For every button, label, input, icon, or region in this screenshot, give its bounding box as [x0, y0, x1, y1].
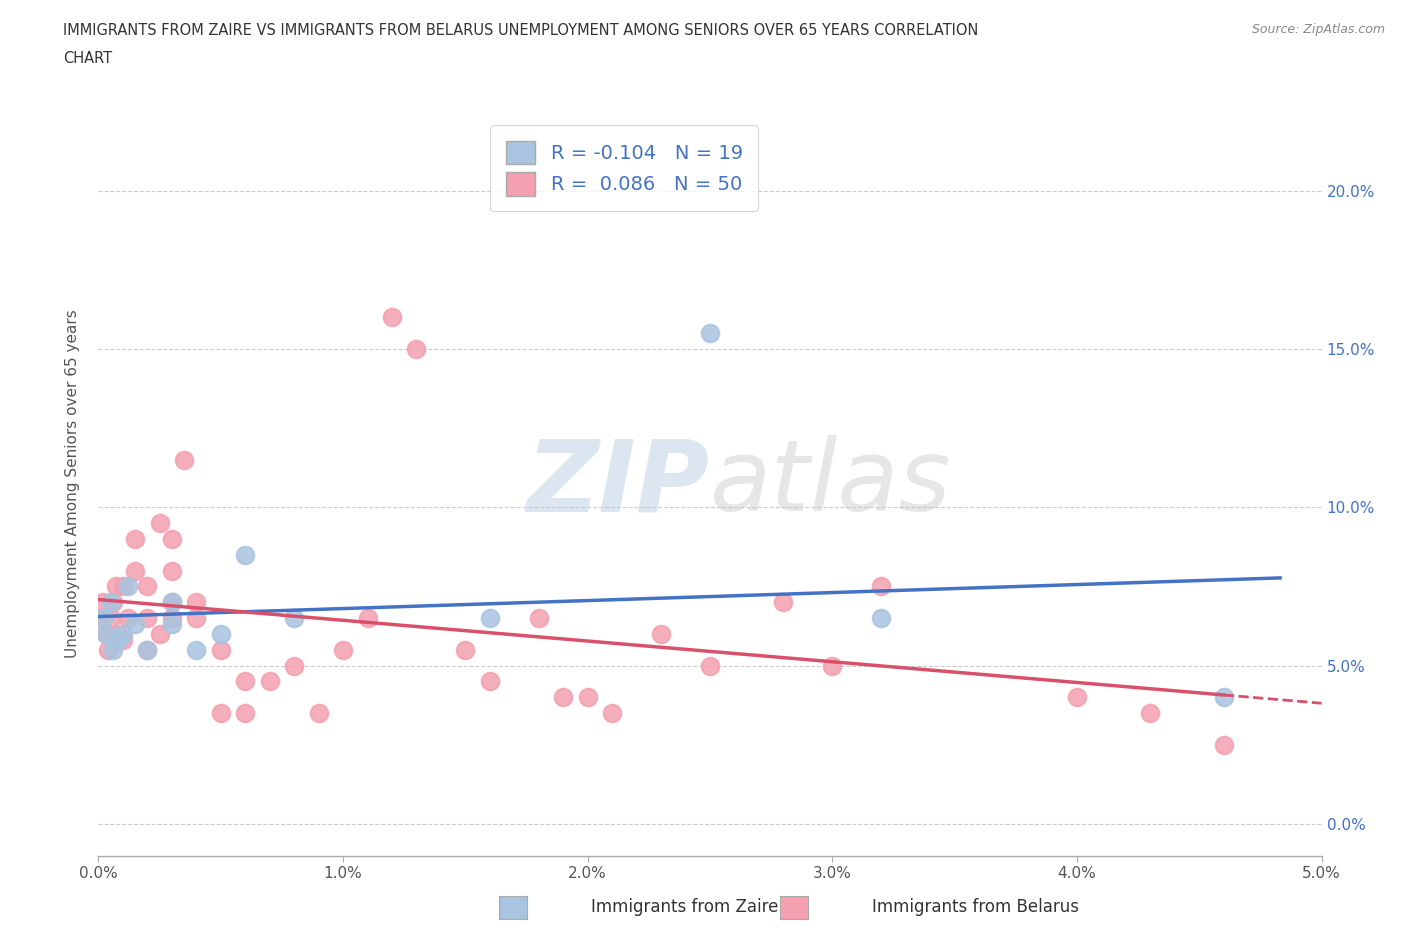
- Point: [97, 643, 120, 658]
- Point: [117, 611, 139, 626]
- Point: [870, 611, 893, 626]
- Point: [136, 611, 159, 626]
- Point: [1066, 690, 1088, 705]
- Point: [160, 595, 183, 610]
- Point: [160, 611, 183, 626]
- Point: [1212, 737, 1234, 752]
- Point: [870, 579, 893, 594]
- Point: [600, 706, 623, 721]
- Point: [454, 643, 477, 658]
- Point: [107, 627, 129, 642]
- Point: [699, 658, 721, 673]
- Point: [173, 452, 195, 467]
- Point: [478, 611, 501, 626]
- Point: [90, 611, 112, 626]
- Point: [283, 611, 305, 626]
- Point: [186, 611, 208, 626]
- Point: [160, 595, 183, 610]
- Point: [160, 617, 183, 631]
- Point: [576, 690, 599, 705]
- Point: [111, 633, 134, 648]
- Text: IMMIGRANTS FROM ZAIRE VS IMMIGRANTS FROM BELARUS UNEMPLOYMENT AMONG SENIORS OVER: IMMIGRANTS FROM ZAIRE VS IMMIGRANTS FROM…: [63, 23, 979, 38]
- Point: [107, 633, 129, 648]
- Point: [117, 579, 139, 594]
- Point: [111, 579, 134, 594]
- Point: [186, 643, 208, 658]
- Point: [283, 658, 305, 673]
- Y-axis label: Unemployment Among Seniors over 65 years: Unemployment Among Seniors over 65 years: [65, 309, 80, 658]
- Point: [160, 532, 183, 547]
- Point: [124, 564, 146, 578]
- Point: [136, 579, 159, 594]
- Point: [136, 643, 159, 658]
- Point: [209, 627, 232, 642]
- Point: [104, 579, 127, 594]
- Point: [233, 674, 256, 689]
- Point: [308, 706, 330, 721]
- Point: [100, 595, 122, 610]
- Point: [101, 643, 124, 658]
- Point: [259, 674, 281, 689]
- Text: Immigrants from Belarus: Immigrants from Belarus: [872, 897, 1078, 916]
- Text: ZIP: ZIP: [527, 435, 710, 532]
- Point: [332, 643, 354, 658]
- Point: [94, 627, 117, 642]
- Point: [101, 595, 124, 610]
- Point: [772, 595, 794, 610]
- Point: [821, 658, 844, 673]
- Point: [405, 341, 427, 356]
- Text: Source: ZipAtlas.com: Source: ZipAtlas.com: [1251, 23, 1385, 36]
- Point: [699, 326, 721, 340]
- Point: [1212, 690, 1234, 705]
- Point: [91, 595, 114, 610]
- Legend: R = -0.104   N = 19, R =  0.086   N = 50: R = -0.104 N = 19, R = 0.086 N = 50: [491, 125, 758, 211]
- Point: [160, 564, 183, 578]
- Point: [209, 706, 232, 721]
- Point: [136, 643, 159, 658]
- Point: [356, 611, 378, 626]
- Point: [124, 532, 146, 547]
- Text: CHART: CHART: [63, 51, 112, 66]
- Point: [1139, 706, 1161, 721]
- Point: [149, 516, 172, 531]
- Point: [650, 627, 672, 642]
- Text: Immigrants from Zaire: Immigrants from Zaire: [591, 897, 778, 916]
- Point: [91, 611, 114, 626]
- Point: [209, 643, 232, 658]
- Point: [233, 548, 256, 563]
- Point: [94, 627, 117, 642]
- Point: [527, 611, 550, 626]
- Point: [111, 627, 134, 642]
- Point: [553, 690, 575, 705]
- Point: [124, 617, 146, 631]
- Point: [186, 595, 208, 610]
- Text: atlas: atlas: [710, 435, 952, 532]
- Point: [100, 611, 122, 626]
- Point: [381, 310, 404, 325]
- Point: [233, 706, 256, 721]
- Point: [149, 627, 172, 642]
- Point: [478, 674, 501, 689]
